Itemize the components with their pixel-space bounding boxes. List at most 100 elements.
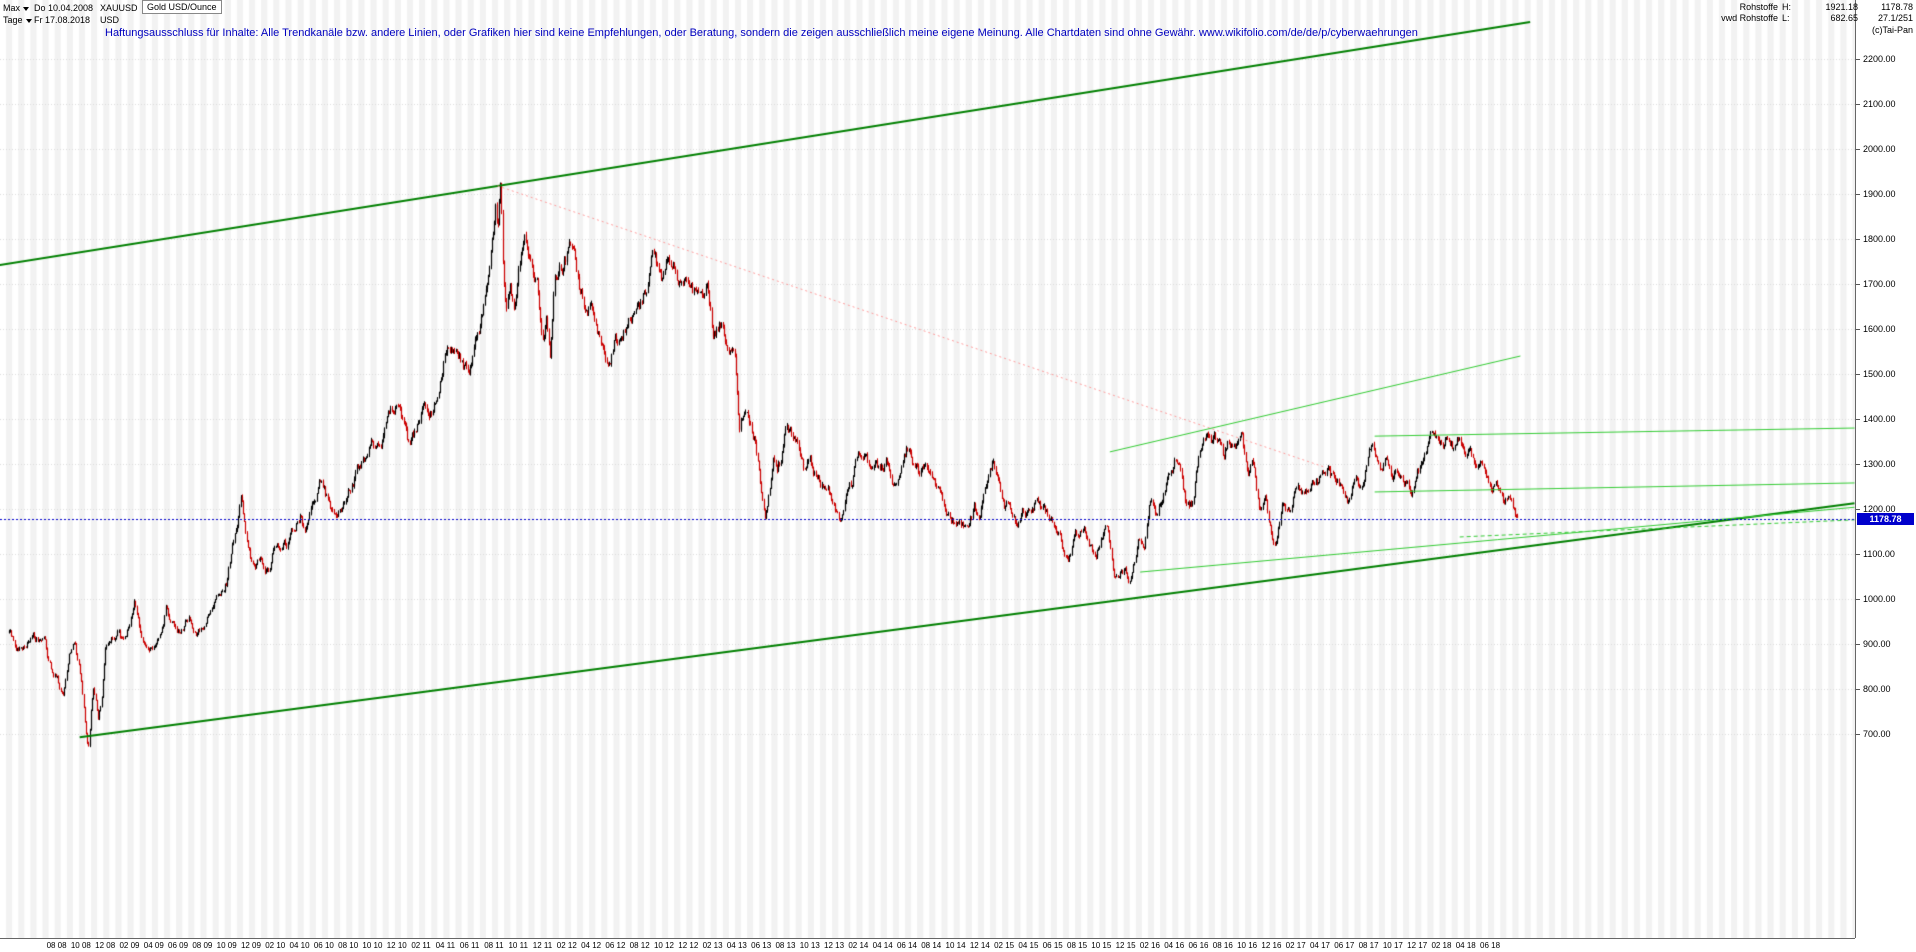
time-axis-label: 12 13 [824,941,845,950]
price-axis-tick [1856,193,1860,195]
cursor-position-value: 27.1/251 [1877,13,1913,23]
time-axis-label: 12 11 [532,941,553,950]
time-axis-label: 02 14 [848,941,869,950]
time-axis-label: 08 14 [921,941,942,950]
time-axis-label: 02 16 [1139,941,1160,950]
range-dropdown-icon [23,6,30,11]
time-axis-label: 10 11 [508,941,528,950]
time-axis-label: 06 09 [168,941,189,950]
price-axis-tick [1856,599,1860,601]
time-axis-label: 04 09 [143,941,164,950]
price-axis-label: 900.00 [1863,639,1891,650]
category-label: Rohstoffe [1739,2,1778,12]
time-axis-label: 08 16 [1212,941,1233,950]
price-axis-tick [1856,58,1860,60]
symbol-label: XAUUSD [100,3,138,13]
disclaimer-text: Haftungsausschluss für Inhalte: Alle Tre… [105,27,1418,39]
time-axis-label: 02 18 [1431,941,1452,950]
time-axis-label: 12 14 [969,941,990,950]
price-axis-label: 1700.00 [1863,279,1896,289]
price-axis-label: 1900.00 [1863,188,1896,199]
time-axis-label: 02 10 [265,941,286,950]
price-axis-tick [1856,148,1860,150]
price-axis-tick [1856,644,1860,646]
price-axis-label: 1600.00 [1863,324,1896,335]
period-selector-label: Tage [3,15,23,25]
price-axis-label: 1400.00 [1863,414,1896,425]
time-axis-label: 02 17 [1285,941,1306,950]
time-axis-label: 04 15 [1018,941,1039,950]
price-axis-label: 800.00 [1863,684,1891,695]
price-axis-tick [1856,239,1860,240]
period-dropdown-icon [25,18,32,23]
price-axis-label: 1800.00 [1863,234,1896,244]
time-axis-label: 06 14 [896,941,917,950]
price-axis-tick [1856,419,1860,421]
time-axis-label: 08 11 [484,941,504,950]
time-axis-label: 08 09 [192,941,213,950]
price-axis-label: 2000.00 [1863,143,1896,154]
info-panel: Rohstoffe H: 1921.18 1178.78 vwd Rohstof… [0,0,1916,40]
time-axis-label: 06 15 [1042,941,1063,950]
time-axis-label: 10 10 [362,941,383,950]
copyright-label: (c)Tai-Pan [1871,25,1913,35]
price-axis-label: 1100.00 [1863,549,1895,560]
price-axis-tick [1856,374,1860,376]
price-axis-label: 1500.00 [1863,369,1896,380]
time-axis-label: 12 12 [678,941,699,950]
time-axis-label: 06 17 [1334,941,1355,950]
range-selector-label: Max [3,3,21,13]
time-axis-label: 02 11 [411,941,431,950]
price-axis-tick [1856,509,1860,511]
time-axis-label: 12 16 [1261,941,1282,950]
currency-label: USD [100,15,120,25]
price-axis[interactable]: 2200.00 2100.00 2000.00 1900.00 1800.00 1700.… [1855,0,1916,938]
time-axis-label: 06 12 [605,941,626,950]
price-axis-tick [1856,103,1860,105]
time-axis-label: 06 10 [313,941,334,950]
price-axis-tick [1856,734,1860,736]
time-axis-label: 08 12 [629,941,650,950]
price-axis-label: 2200.00 [1863,53,1896,64]
time-axis-label: 04 16 [1164,941,1185,950]
time-axis-label: 04 13 [726,941,747,950]
time-axis-label: 08 15 [1067,941,1088,950]
time-axis-label: 02 12 [556,941,577,950]
time-axis-label: 04 14 [872,941,893,950]
price-axis-tick [1856,284,1860,285]
end-date-field[interactable]: Fr 17.08.2018 [34,15,91,25]
time-axis-label: 08 08 [46,941,67,950]
time-axis-label: 06 16 [1188,941,1209,950]
time-axis-label: 04 10 [289,941,310,950]
time-axis-label: 10 16 [1237,941,1258,950]
start-date-field[interactable]: Do 10.04.2008 [34,3,94,13]
price-axis-tick [1856,464,1860,466]
time-axis[interactable]: 08 08 10 08 12 08 02 09 04 09 06 09 08 09 10 09… [0,938,1855,952]
low-value: 682.65 [1830,13,1858,23]
price-axis-label: 1200.00 [1863,504,1896,515]
price-axis-label: 2100.00 [1863,98,1896,109]
time-axis-label: 02 09 [119,941,140,950]
time-axis-label: 12 15 [1115,941,1136,950]
low-label: L: [1782,13,1790,23]
last-price-value: 1178.78 [1881,2,1913,12]
time-axis-label: 02 15 [994,941,1015,950]
instrument-name-box: Gold USD/Ounce [142,0,222,14]
high-label: H: [1782,2,1791,12]
price-chart-canvas[interactable] [0,0,1855,938]
period-selector[interactable]: Tage [3,15,32,25]
range-selector[interactable]: Max [3,3,30,13]
time-axis-label: 10 09 [216,941,237,950]
time-axis-label: 02 13 [702,941,723,950]
price-axis-tick [1856,689,1860,691]
time-axis-label: 10 08 [70,941,91,950]
time-axis-label: 08 10 [338,941,359,950]
price-axis-tick [1856,554,1860,556]
time-axis-label: 12 17 [1407,941,1428,950]
time-axis-label: 10 12 [653,941,674,950]
time-axis-label: 08 13 [775,941,796,950]
time-axis-label: 10 14 [945,941,966,950]
time-axis-label: 04 17 [1309,941,1330,950]
time-axis-label: 10 13 [799,941,820,950]
